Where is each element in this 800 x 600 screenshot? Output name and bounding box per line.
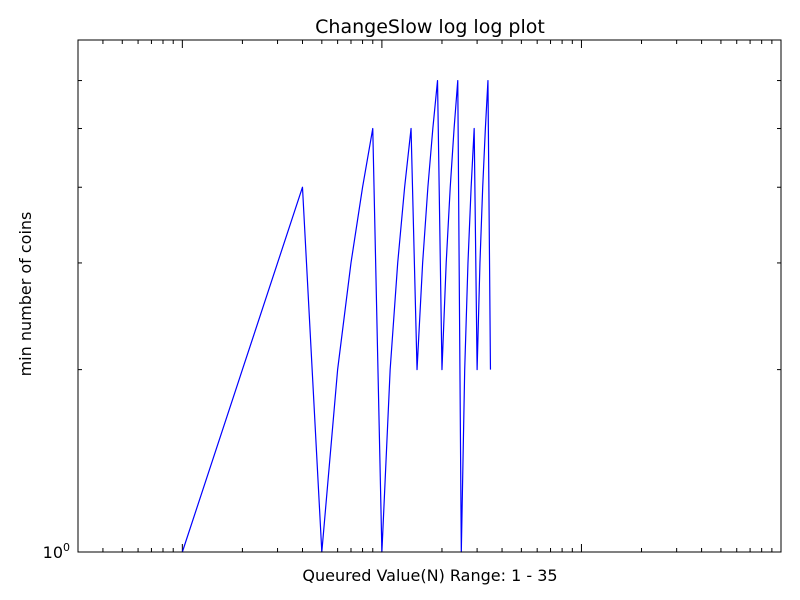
plot-area [78,40,781,552]
chart-title: ChangeSlow log log plot [315,16,545,38]
plot-frame [77,39,782,553]
x-axis-label: Queured Value(N) Range: 1 - 35 [302,566,557,585]
y-axis-label: min number of coins [16,212,35,377]
tick-labels: 100 [43,541,70,562]
y-tick-label: 100 [43,541,70,562]
series-line [181,79,492,553]
